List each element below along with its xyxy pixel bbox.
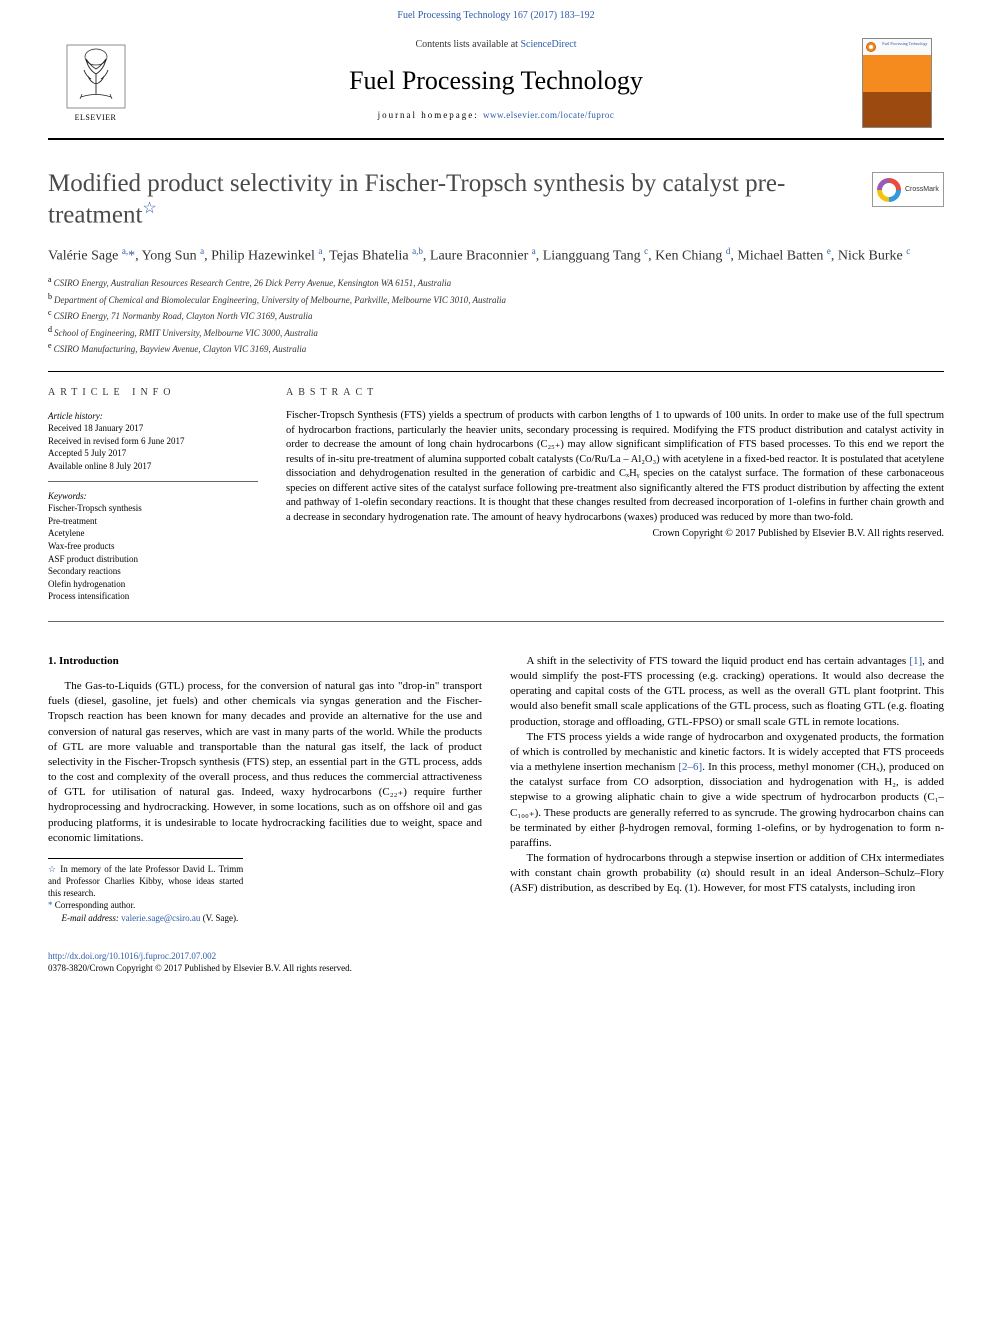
crossmark-label: CrossMark (905, 186, 939, 193)
footnote-asterisk-icon: * (48, 900, 55, 910)
article-info-heading: ARTICLE INFO (48, 386, 258, 400)
article-history-lines: Received 18 January 2017Received in revi… (48, 422, 258, 472)
homepage-label: journal homepage: (378, 110, 483, 120)
abstract-copyright: Crown Copyright © 2017 Published by Else… (286, 527, 944, 541)
doi-link[interactable]: http://dx.doi.org/10.1016/j.fuproc.2017.… (48, 951, 216, 961)
article-info: ARTICLE INFO Article history: Received 1… (48, 386, 258, 603)
contents-list-text: Contents lists available at (415, 39, 520, 50)
intro-p1: The Gas-to-Liquids (GTL) process, for th… (48, 679, 482, 846)
header-center: Contents lists available at ScienceDirec… (143, 27, 849, 138)
email-label: E-mail address: (62, 913, 119, 923)
keywords-head: Keywords: (48, 490, 258, 503)
footnote-email-line: E-mail address: valerie.sage@csiro.au (V… (48, 912, 243, 924)
corresponding-author-label: Corresponding author. (55, 900, 136, 910)
intro-p4: The formation of hydrocarbons through a … (510, 851, 944, 897)
cover-label: Fuel Processing Technology (882, 42, 927, 46)
journal-cover-thumb[interactable]: Fuel Processing Technology (849, 27, 944, 138)
footnote-corresponding: * Corresponding author. (48, 899, 243, 911)
ref-1-link[interactable]: [1] (909, 655, 922, 667)
abstract-body: Fischer-Tropsch Synthesis (FTS) yields a… (286, 409, 944, 525)
homepage-link[interactable]: www.elsevier.com/locate/fuproc (483, 110, 614, 120)
cover-logo-dot (866, 42, 876, 52)
keywords-list: Fischer-Tropsch synthesisPre-treatmentAc… (48, 502, 258, 603)
issn-line: 0378-3820/Crown Copyright © 2017 Publish… (48, 963, 352, 973)
crossmark-badge[interactable]: CrossMark (872, 172, 944, 207)
email-suffix: (V. Sage). (203, 913, 239, 923)
abstract: ABSTRACT Fischer-Tropsch Synthesis (FTS)… (286, 386, 944, 603)
intro-p3: The FTS process yields a wide range of h… (510, 730, 944, 851)
footnote-dedication-text: In memory of the late Professor David L.… (48, 864, 243, 898)
contents-list-line: Contents lists available at ScienceDirec… (143, 39, 849, 50)
sciencedirect-link[interactable]: ScienceDirect (520, 39, 576, 50)
body-columns: 1. Introduction The Gas-to-Liquids (GTL)… (48, 654, 944, 924)
intro-p3b: . In this process, methyl monomer (CHₓ),… (510, 761, 944, 849)
elsevier-logo[interactable]: ELSEVIER (48, 27, 143, 138)
abstract-heading: ABSTRACT (286, 386, 944, 400)
email-link[interactable]: valerie.sage@csiro.au (121, 913, 200, 923)
article-title: Modified product selectivity in Fischer-… (48, 168, 872, 231)
journal-citation[interactable]: Fuel Processing Technology 167 (2017) 18… (0, 0, 992, 27)
footnote-star-icon: ☆ (48, 864, 60, 874)
elsevier-label: ELSEVIER (75, 113, 117, 122)
authors-list: Valérie Sage a,*, Yong Sun a, Philip Haz… (48, 245, 944, 266)
intro-p2: A shift in the selectivity of FTS toward… (510, 654, 944, 730)
section-divider (48, 371, 944, 372)
footnote-dedication: ☆ In memory of the late Professor David … (48, 863, 243, 899)
article-title-text: Modified product selectivity in Fischer-… (48, 170, 785, 229)
footnotes-block: ☆ In memory of the late Professor David … (48, 858, 243, 924)
intro-p2a: A shift in the selectivity of FTS toward… (527, 655, 910, 667)
affiliations-list: aCSIRO Energy, Australian Resources Rese… (48, 274, 944, 357)
title-footnote-star[interactable]: ☆ (142, 200, 156, 217)
article-history-head: Article history: (48, 410, 258, 423)
cover-image: Fuel Processing Technology (862, 38, 932, 128)
elsevier-tree-icon (66, 44, 126, 109)
crossmark-icon (877, 178, 901, 202)
page-footer: http://dx.doi.org/10.1016/j.fuproc.2017.… (48, 950, 944, 975)
journal-homepage-line: journal homepage: www.elsevier.com/locat… (143, 110, 849, 120)
journal-header: ELSEVIER Contents lists available at Sci… (48, 27, 944, 140)
intro-heading: 1. Introduction (48, 654, 482, 669)
journal-title: Fuel Processing Technology (143, 66, 849, 96)
ref-2-6-link[interactable]: [2–6] (678, 761, 702, 773)
